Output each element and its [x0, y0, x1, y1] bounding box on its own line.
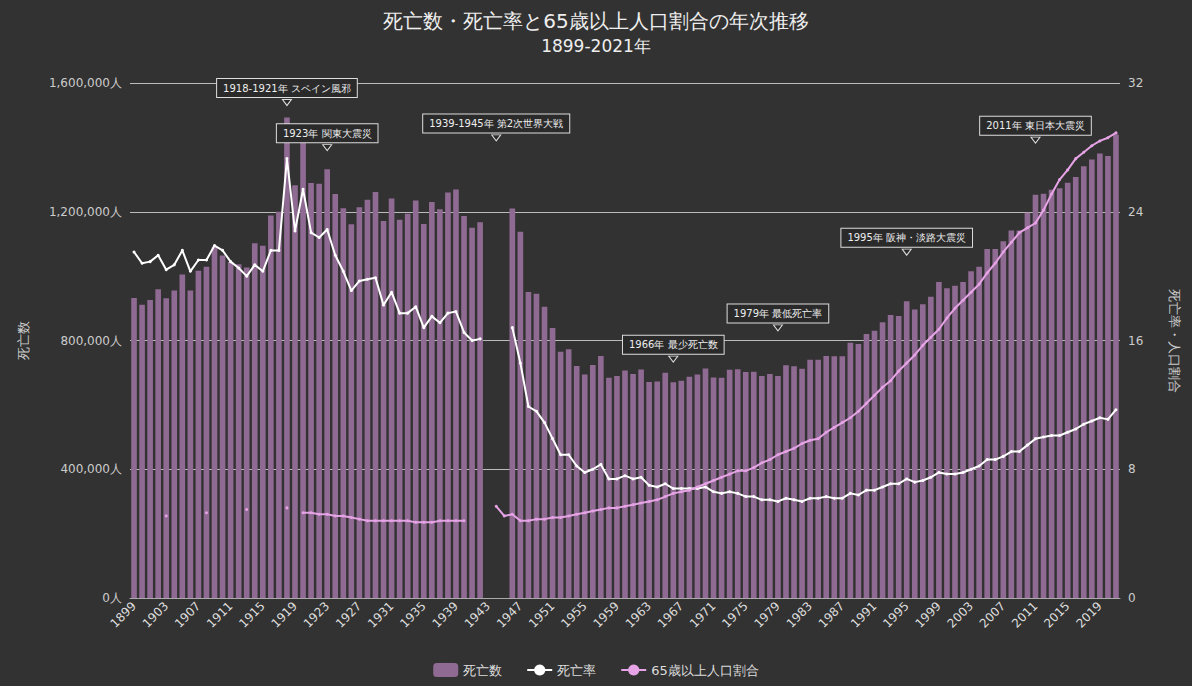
svg-text:1915: 1915 — [236, 599, 267, 630]
svg-text:1991: 1991 — [848, 599, 879, 630]
svg-text:1903: 1903 — [140, 599, 171, 630]
svg-text:1923年 関東大震災: 1923年 関東大震災 — [283, 128, 372, 139]
svg-text:1995年 阪神・淡路大震災: 1995年 阪神・淡路大震災 — [847, 232, 966, 243]
svg-text:2003: 2003 — [945, 599, 976, 630]
svg-text:1995: 1995 — [880, 599, 911, 630]
svg-text:1983: 1983 — [784, 599, 815, 630]
svg-text:0: 0 — [1128, 591, 1136, 605]
svg-text:0人: 0人 — [102, 591, 122, 605]
svg-text:死亡数: 死亡数 — [463, 663, 502, 678]
svg-text:1918-1921年 スペイン風邪: 1918-1921年 スペイン風邪 — [223, 83, 351, 94]
svg-text:1959: 1959 — [590, 599, 621, 630]
svg-text:1911: 1911 — [204, 599, 235, 630]
svg-text:1899-2021年: 1899-2021年 — [541, 36, 651, 56]
svg-text:1963: 1963 — [623, 599, 654, 630]
svg-text:1927: 1927 — [333, 599, 364, 630]
svg-text:1,600,000人: 1,600,000人 — [49, 76, 122, 90]
svg-text:1943: 1943 — [462, 599, 493, 630]
svg-text:24: 24 — [1128, 205, 1143, 219]
svg-text:1935: 1935 — [397, 599, 428, 630]
svg-text:1951: 1951 — [526, 599, 557, 630]
svg-text:65歳以上人口割合: 65歳以上人口割合 — [651, 663, 759, 678]
svg-text:1987: 1987 — [816, 599, 847, 630]
svg-text:1923: 1923 — [301, 599, 332, 630]
svg-text:1967: 1967 — [655, 599, 686, 630]
svg-text:1919: 1919 — [268, 599, 299, 630]
svg-text:死亡率: 死亡率 — [557, 663, 596, 678]
svg-text:死亡数・死亡率と65歳以上人口割合の年次推移: 死亡数・死亡率と65歳以上人口割合の年次推移 — [383, 9, 808, 33]
svg-text:1939-1945年 第2次世界大戦: 1939-1945年 第2次世界大戦 — [429, 118, 563, 129]
svg-text:1947: 1947 — [494, 599, 525, 630]
svg-text:1907: 1907 — [172, 599, 203, 630]
svg-text:400,000人: 400,000人 — [60, 462, 122, 476]
svg-text:32: 32 — [1128, 76, 1143, 90]
svg-text:1971: 1971 — [687, 599, 718, 630]
svg-text:死亡率・人口割合: 死亡率・人口割合 — [1167, 289, 1182, 393]
svg-text:8: 8 — [1128, 462, 1136, 476]
svg-text:1,200,000人: 1,200,000人 — [49, 205, 122, 219]
svg-text:1899: 1899 — [108, 599, 139, 630]
svg-text:2015: 2015 — [1041, 599, 1072, 630]
svg-text:1999: 1999 — [912, 599, 943, 630]
svg-text:1939: 1939 — [429, 599, 460, 630]
svg-text:2019: 2019 — [1073, 599, 1104, 630]
svg-text:死亡数: 死亡数 — [16, 321, 31, 360]
svg-text:1966年 最少死亡数: 1966年 最少死亡数 — [629, 339, 718, 350]
svg-text:2011: 2011 — [1009, 599, 1040, 630]
svg-text:1975: 1975 — [719, 599, 750, 630]
svg-text:2007: 2007 — [977, 599, 1008, 630]
svg-text:1955: 1955 — [558, 599, 589, 630]
svg-text:1979: 1979 — [751, 599, 782, 630]
svg-text:16: 16 — [1128, 334, 1143, 348]
svg-text:2011年 東日本大震災: 2011年 東日本大震災 — [986, 120, 1085, 131]
svg-text:1931: 1931 — [365, 599, 396, 630]
svg-text:800,000人: 800,000人 — [60, 334, 122, 348]
svg-text:1979年 最低死亡率: 1979年 最低死亡率 — [734, 308, 823, 319]
